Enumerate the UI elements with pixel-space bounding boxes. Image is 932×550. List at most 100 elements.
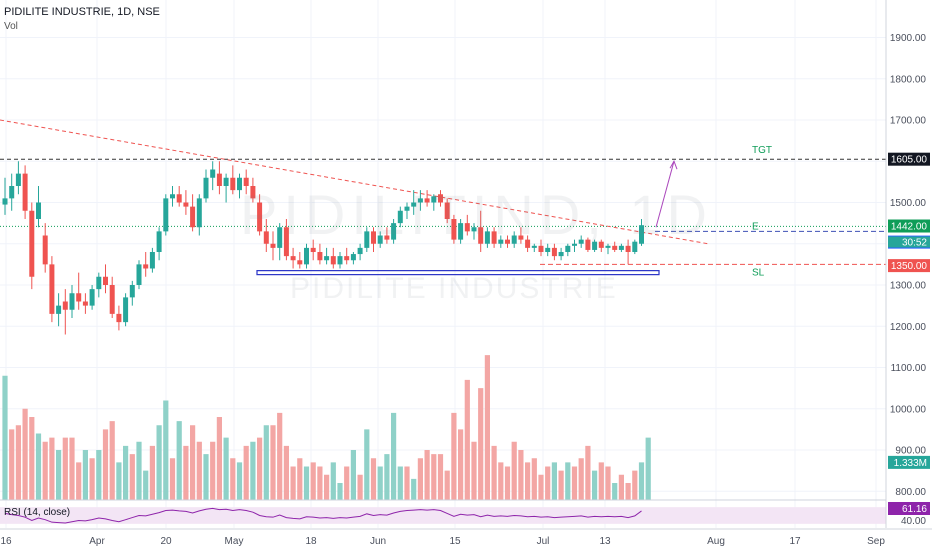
price-tick-label: 800.00 [895,487,926,498]
time-tick-label: 17 [789,536,801,547]
candle-body [190,206,196,228]
trend-line [0,119,709,245]
candle-body [62,301,68,310]
volume-bar [203,454,209,500]
volume-legend-label: Vol [4,21,18,32]
candle-body [149,252,155,269]
volume-bar [56,450,62,500]
volume-bar [344,466,350,500]
time-tick-label: Jul [537,536,550,547]
candle-body [317,252,323,261]
volume-bar [176,421,182,500]
volume-bar [638,462,645,500]
candle-body [170,194,175,199]
volume-bar [424,450,430,500]
candle-body [538,245,544,252]
candle-body [592,241,598,250]
entry-price-tag-value: 1442.00 [891,222,928,233]
volume-bar [645,437,651,500]
volume-bar [9,429,15,500]
candle-body [69,293,75,310]
candle-body [22,173,28,211]
candle-body [330,256,336,265]
volume-bar [551,462,557,500]
candle-body [143,264,149,269]
volume-bar [116,462,122,500]
volume-bar [29,417,35,500]
volume-bar [444,470,450,500]
volume-bar [283,445,289,500]
candle-body [15,173,21,186]
volume-bar [290,466,296,500]
volume-bar [484,355,490,500]
volume-bar [35,433,42,500]
rsi-value: 61.16 [902,504,927,515]
volume-bar [350,450,356,500]
stoploss-label: SL [752,267,765,278]
time-tick-label: 15 [449,536,461,547]
volume-bar [364,429,370,500]
volume-bar [605,466,611,500]
candle-body [639,225,644,244]
volume-bar [277,412,283,500]
candle-body [203,177,209,199]
candle-body [250,186,256,199]
volume-bar [397,466,403,500]
watermark-name: PIDILITE INDUSTRIE [290,272,618,305]
volume-bar [598,462,604,500]
candle-body [56,305,62,314]
time-tick-label: Apr [89,536,105,547]
price-tick-label: 1000.00 [890,404,927,415]
projection-arrow-head [669,160,678,170]
entry-label: E [752,221,759,232]
candle-body [525,239,531,248]
volume-bar [337,483,343,500]
volume-bar [491,445,497,500]
volume-bar [223,437,229,500]
volume-bar [270,425,276,500]
stoploss-price-tag-value: 1350.00 [891,261,928,272]
rsi-band [0,507,886,524]
volume-bar [163,400,169,500]
candle-body [444,202,450,219]
volume-bar [263,425,269,500]
candle-body [89,289,95,306]
candle-body [558,252,564,257]
price-tick-label: 1200.00 [890,322,927,333]
support-zone [256,270,660,276]
volume-bar [257,437,263,500]
price-tick-label: 1500.00 [890,198,927,209]
candle-body [42,235,48,265]
volume-bar [69,437,75,500]
candle-body [2,198,8,205]
rsi-value-box [888,502,930,515]
candle-body [82,301,88,306]
candle-body [116,313,122,323]
volume-bar [504,466,511,500]
candle-body [411,202,417,207]
candle-body [123,297,129,323]
volume-bar [357,474,363,500]
candle-body [491,231,497,244]
price-tick-label: 1100.00 [891,363,927,374]
candle-body [572,243,577,246]
candle-body [377,235,383,244]
candle-body [551,247,557,257]
volume-bar [417,458,423,500]
volume-bar [49,437,55,500]
time-tick-label: 16 [0,536,12,547]
candle-body [498,239,504,244]
time-tick-label: 13 [599,536,611,547]
candle-body [109,285,115,314]
volume-bar [15,425,21,500]
volume-bar [411,478,417,500]
watermark-symbol: PIDILITIND, 1D [240,183,713,246]
volume-bar [471,441,477,500]
candle-body [511,235,517,244]
volume-bar [210,441,216,500]
volume-bar [632,470,638,500]
volume-bar [571,466,578,500]
candle-body [9,186,15,199]
candle-body [464,223,470,232]
